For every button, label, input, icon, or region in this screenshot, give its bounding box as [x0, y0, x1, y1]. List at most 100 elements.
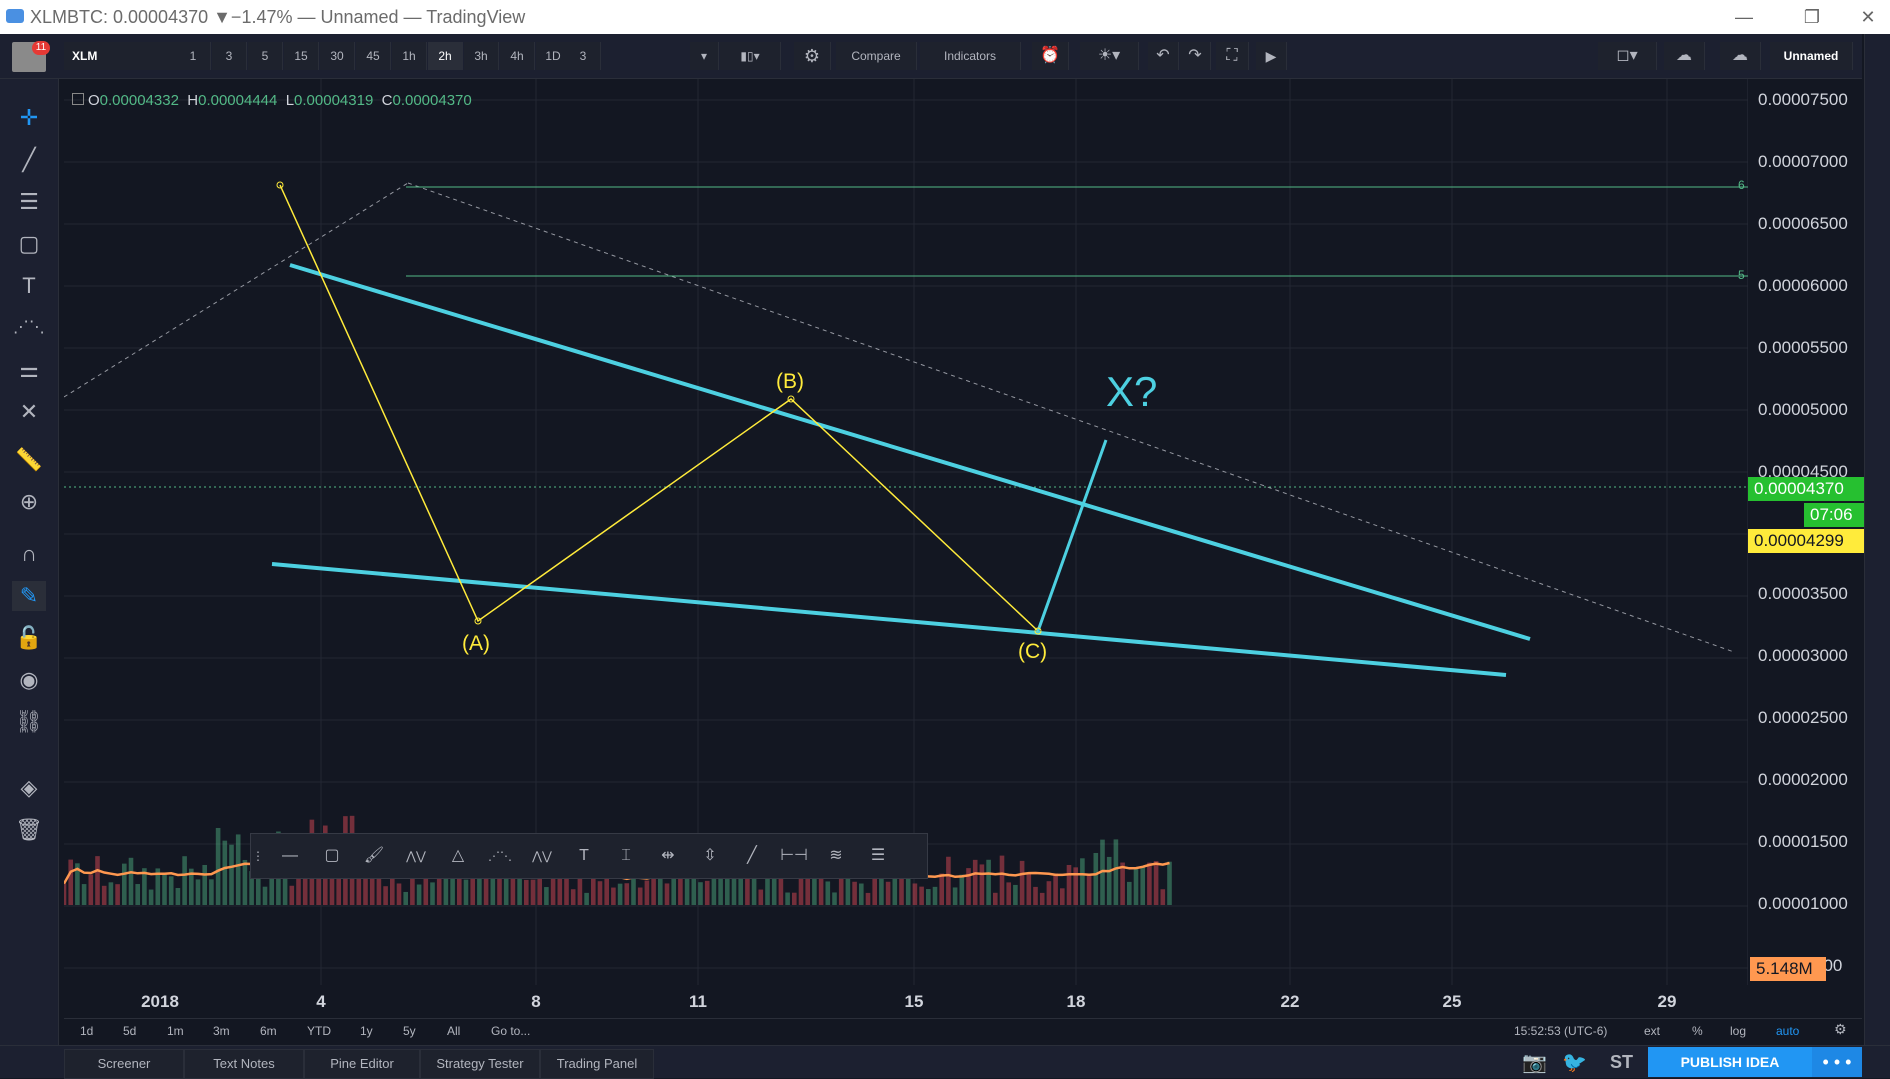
range-1m[interactable]: 1m — [167, 1024, 184, 1038]
link-icon[interactable]: ⛓ — [15, 709, 43, 734]
triangle-pattern-icon[interactable]: △ — [451, 847, 465, 864]
auto-toggle[interactable]: auto — [1776, 1024, 1800, 1038]
crosshair-icon[interactable]: ✛ — [19, 105, 39, 130]
volume-bar — [1086, 873, 1092, 905]
text-icon[interactable]: T — [22, 273, 36, 298]
horizontal-ray-icon[interactable]: — — [282, 847, 298, 864]
gear-icon[interactable]: ⚙ — [794, 42, 831, 70]
interval-1[interactable]: 1 — [176, 42, 211, 70]
goto-button[interactable]: Go to... — [491, 1024, 531, 1038]
close-button[interactable]: ✕ — [1860, 7, 1876, 27]
redo-icon[interactable]: ↷ — [1180, 42, 1211, 70]
alert-icon[interactable]: ⏰ — [1032, 42, 1069, 70]
tab-strategy-tester[interactable]: Strategy Tester — [420, 1049, 540, 1079]
indicators-button[interactable]: Indicators — [920, 42, 1021, 70]
rectangle-icon[interactable]: ▢ — [18, 231, 40, 256]
elliott-correction-icon[interactable]: ⋀⋁ — [532, 849, 552, 863]
interval-1D[interactable]: 1D — [536, 42, 571, 70]
interval-4h[interactable]: 4h — [500, 42, 535, 70]
zoom-in-icon[interactable]: ⊕ — [19, 489, 39, 514]
log-toggle[interactable]: log — [1730, 1024, 1747, 1038]
trend-line-icon[interactable]: ╱ — [747, 847, 757, 864]
price-range-icon[interactable]: ⇳ — [703, 847, 717, 864]
volume-bar — [168, 876, 174, 905]
interval-5[interactable]: 5 — [248, 42, 283, 70]
ext-toggle[interactable]: ext — [1644, 1024, 1661, 1038]
interval-3[interactable]: 3 — [212, 42, 247, 70]
eye-icon[interactable]: ◉ — [19, 667, 39, 692]
replay-play-icon[interactable]: ▶ — [1256, 42, 1287, 70]
minimize-button[interactable]: — — [1735, 7, 1753, 27]
tab-pine-editor[interactable]: Pine Editor — [304, 1049, 420, 1079]
fullscreen-icon[interactable]: ⛶ — [1216, 42, 1249, 70]
fib-fan-icon[interactable]: ≋ — [829, 847, 843, 864]
anchored-text-icon[interactable]: ⌶ — [621, 847, 631, 864]
compare-button[interactable]: Compare — [836, 42, 917, 70]
range-1y[interactable]: 1y — [360, 1024, 373, 1038]
interval-1h[interactable]: 1h — [392, 42, 427, 70]
interval-15[interactable]: 15 — [284, 42, 319, 70]
lock-icon[interactable]: 🔓 — [15, 625, 43, 650]
interval-3[interactable]: 3 — [566, 42, 601, 70]
range-6m[interactable]: 6m — [260, 1024, 277, 1038]
wave-label-c[interactable]: (C) — [1018, 640, 1048, 663]
camera-icon[interactable]: 📷 — [1522, 1052, 1547, 1074]
range-3m[interactable]: 3m — [213, 1024, 230, 1038]
tab-screener[interactable]: Screener — [64, 1049, 184, 1079]
drag-handle-icon[interactable]: ⋮ — [252, 849, 264, 863]
floating-drawing-toolbar[interactable]: ⋮ — ▢ 🖌 ⋀⋁ △ ⋰⋱ ⋀⋁ T ⌶ ⇹ ⇳ ╱ ⊢⊣ ≋ ☰ — [250, 833, 928, 879]
prediction-icon[interactable]: ⚌ — [19, 357, 39, 382]
measure-icon[interactable]: ⊢⊣ — [780, 847, 808, 864]
trendline-icon[interactable]: ╱ — [22, 147, 36, 172]
pattern-icon[interactable]: ⋰⋱ — [13, 319, 45, 336]
wave-label-b[interactable]: (B) — [776, 370, 804, 393]
range-1d[interactable]: 1d — [80, 1024, 94, 1038]
symbol-search[interactable]: XLM — [64, 42, 183, 70]
interval-3h[interactable]: 3h — [464, 42, 499, 70]
cloud-load-icon[interactable]: ☁ — [1664, 42, 1705, 70]
range-5y[interactable]: 5y — [403, 1024, 416, 1038]
ruler-icon[interactable]: 📏 — [15, 447, 43, 472]
trash-icon[interactable]: 🗑 — [15, 817, 43, 842]
date-range-icon[interactable]: ⇹ — [661, 847, 675, 864]
stay-in-drawing-mode-icon[interactable]: ✎ — [12, 581, 46, 611]
wave-label-x[interactable]: X? — [1106, 368, 1158, 415]
interval-2h[interactable]: 2h — [428, 42, 463, 70]
clock[interactable]: 15:52:53 (UTC-6) — [1514, 1024, 1608, 1038]
idea-lightbulb-icon[interactable]: ☀▾ — [1080, 42, 1139, 70]
wave-label-a[interactable]: (A) — [462, 632, 490, 655]
elliott-impulse-icon[interactable]: ⋰⋱ — [488, 849, 512, 863]
layers-icon[interactable]: ◈ — [20, 775, 38, 800]
gear-icon[interactable]: ⚙ — [1834, 1021, 1847, 1037]
range-all[interactable]: All — [447, 1024, 461, 1038]
chevron-down-icon[interactable]: ▾ — [690, 42, 719, 70]
xabcd-pattern-icon[interactable]: ⋀⋁ — [406, 849, 426, 863]
price-chart[interactable] — [64, 79, 1748, 985]
range-ytd[interactable]: YTD — [307, 1024, 331, 1038]
magnet-icon[interactable]: ∩ — [21, 541, 37, 566]
rectangle-icon[interactable]: ▢ — [324, 847, 340, 864]
maximize-button[interactable]: ❐ — [1803, 7, 1821, 27]
more-options-button[interactable]: • • • — [1812, 1047, 1862, 1077]
publish-idea-button[interactable]: PUBLISH IDEA — [1648, 1047, 1812, 1077]
fib-retracement-icon[interactable]: ☰ — [870, 847, 886, 864]
layout-select-icon[interactable]: ◻▾ — [1598, 42, 1657, 70]
volume-bar — [986, 859, 991, 905]
interval-45[interactable]: 45 — [356, 42, 391, 70]
remove-drawings-icon[interactable]: ✕ — [19, 399, 39, 424]
legend-toggle-icon[interactable] — [72, 93, 84, 105]
candle-style-icon[interactable]: ▮▯▾ — [720, 42, 781, 70]
range-5d[interactable]: 5d — [123, 1024, 137, 1038]
twitter-icon[interactable]: 🐦 — [1562, 1052, 1587, 1074]
interval-30[interactable]: 30 — [320, 42, 355, 70]
cloud-save-icon[interactable]: ☁ — [1720, 42, 1761, 70]
tab-text-notes[interactable]: Text Notes — [184, 1049, 304, 1079]
tab-trading-panel[interactable]: Trading Panel — [540, 1049, 654, 1079]
undo-icon[interactable]: ↶ — [1148, 42, 1179, 70]
percent-toggle[interactable]: % — [1692, 1024, 1703, 1038]
brush-icon[interactable]: 🖌 — [363, 847, 385, 864]
stocktwits-icon[interactable]: ST — [1610, 1052, 1634, 1072]
text-icon[interactable]: T — [579, 847, 589, 864]
layout-name[interactable]: Unnamed — [1770, 42, 1853, 70]
fib-icon[interactable]: ☰ — [19, 189, 39, 214]
